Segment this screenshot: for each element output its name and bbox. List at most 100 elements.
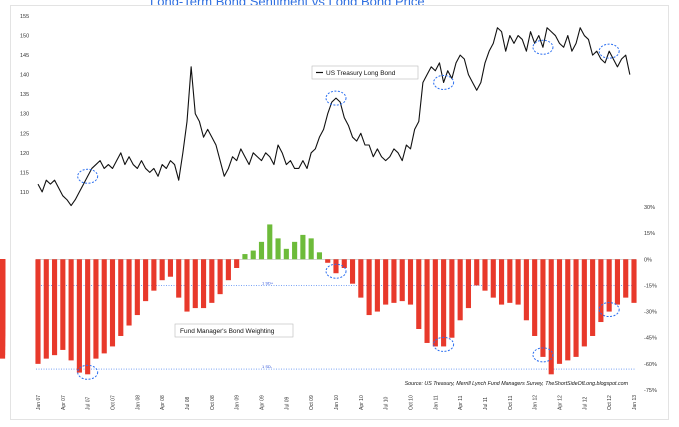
x-tick: Jul 08 [185,396,191,410]
bar [159,259,165,281]
bar [614,259,621,305]
bar [167,259,174,277]
bar [184,259,190,312]
bar [85,259,91,375]
x-tick: Oct 09 [309,395,315,410]
bar [391,259,397,303]
y-tick-right: 30% [644,205,655,211]
bar [101,259,107,354]
page-title: Long-Term Bond Sentiment vs Long Bond Pr… [150,0,425,9]
bar [283,248,289,260]
x-tick: Apr 07 [61,395,67,410]
x-tick: Jan 07 [36,395,42,410]
bar [292,241,298,260]
bar [631,259,637,303]
bar [556,259,563,364]
bar [581,259,587,347]
y-tick-right: -15% [644,283,657,289]
bar [474,259,480,286]
bar [606,259,612,312]
x-tick: Jul 12 [582,396,588,410]
bar [267,224,273,260]
y-tick-left: 145 [20,53,29,59]
highlight-circle [598,302,620,318]
x-tick: Apr 12 [558,395,564,410]
bar [200,259,207,309]
highlight-circle [325,263,347,279]
bar [341,259,347,268]
x-tick: Jan 08 [135,395,141,410]
bar [407,259,414,305]
highlight-circle [433,336,455,352]
x-tick: Jul 07 [86,396,92,410]
bar [143,259,149,302]
highlight-circle [77,364,99,380]
highlight-circle [532,39,554,55]
x-tick: Jan 11 [433,395,439,410]
bar [126,259,132,326]
bar [523,259,529,321]
bar [416,259,422,329]
bar-legend-box [174,323,294,338]
x-tick: Oct 08 [210,395,216,410]
bar [60,259,66,350]
x-tick: Jul 11 [483,397,489,410]
y-tick-right: -60% [644,362,657,368]
bar [258,241,265,260]
bar [209,259,215,303]
y-tick-left: 150 [20,34,29,40]
bar [275,238,281,260]
highlight-circle [532,347,554,363]
bar [366,259,372,316]
y-tick-left: 120 [20,151,29,157]
y-tick-left: 110 [20,190,29,196]
x-tick: Jul 10 [384,396,390,410]
bar [573,259,579,357]
y-tick-left: 135 [20,92,29,98]
bar [35,259,41,364]
bar [0,259,6,340]
bar [548,259,554,375]
bar [300,234,306,260]
bar [316,252,323,260]
bar [515,259,521,305]
bar [250,250,256,260]
highlight-circle [77,168,99,184]
y-tick-right: -45% [644,336,657,342]
line-legend-box [311,65,419,80]
bar [383,259,389,305]
x-tick: Jul 09 [284,396,290,410]
bar [465,259,472,309]
bar [349,259,356,284]
bar [374,259,380,312]
bar [118,259,124,336]
x-tick: Jan 09 [235,395,241,410]
bar [225,259,231,281]
bar [441,259,447,347]
bar-legend-label: Fund Manager's Bond Weighting [180,328,275,335]
highlight-circle [598,43,620,59]
bar [457,259,463,321]
bond-price-line [37,27,631,207]
y-tick-right: 0% [644,257,652,263]
y-tick-left: 155 [20,14,29,20]
bar [333,259,339,274]
x-tick: Apr 11 [458,395,464,410]
x-tick: Oct 10 [409,395,415,410]
source-note: Source: US Treasury, Merrill Lynch Fund … [405,381,629,387]
sd-label: 1 SD+ [262,280,274,285]
bar [242,254,248,260]
x-tick: Apr 08 [160,395,166,410]
x-tick: Jan 13 [632,395,638,410]
highlight-circle [433,74,455,90]
bar [192,259,198,309]
bar [325,259,331,263]
bar [308,238,314,260]
bar [490,259,496,298]
x-tick: Jan 12 [533,395,539,410]
bar [623,259,629,298]
x-tick: Oct 11 [508,395,514,410]
bar [590,259,596,336]
